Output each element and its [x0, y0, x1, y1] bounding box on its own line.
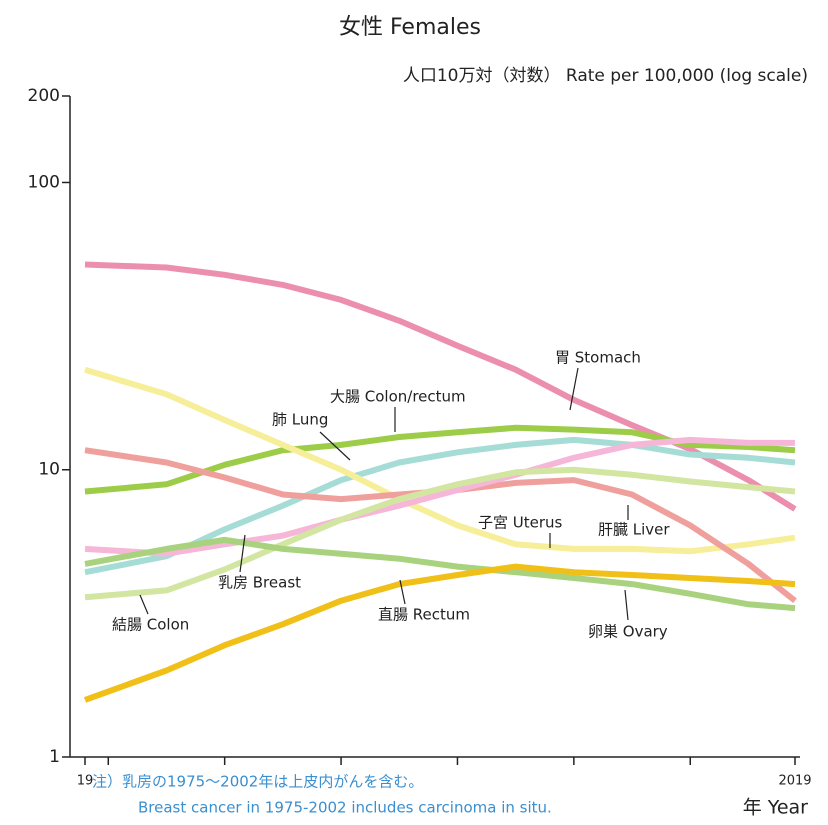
legend-label: 胃 Stomach — [555, 349, 641, 367]
x-tick-label: 2019 — [778, 774, 811, 789]
legend-label: 肺 Lung — [272, 411, 328, 429]
note: Breast cancer in 1975-2002 includes carc… — [138, 799, 552, 817]
series-line — [84, 436, 795, 557]
legend-label: 乳房 Breast — [218, 574, 301, 592]
series-line — [83, 563, 796, 703]
y-tick-label: 1 — [49, 747, 60, 767]
y-axis-label: 人口10万対（対数） Rate per 100,000 (log scale) — [403, 66, 808, 86]
leader-line — [239, 534, 246, 573]
legend-label: 直腸 Rectum — [378, 606, 470, 624]
chart-title: 女性 Females — [339, 15, 481, 40]
leader-line — [399, 579, 406, 605]
leader-line — [569, 367, 579, 411]
legend-label: 子宮 Uterus — [478, 514, 563, 532]
series-line — [84, 536, 796, 612]
series-line — [84, 466, 796, 601]
leader-line — [139, 594, 149, 615]
series-line — [84, 366, 796, 555]
x-tick-label: 19 — [77, 774, 94, 789]
note: 注）乳房の1975～2002年は上皮内がんを含む。 — [92, 773, 423, 791]
leader-line — [624, 589, 629, 621]
y-tick-label: 200 — [28, 86, 60, 106]
leader-line — [319, 431, 351, 461]
series-line — [84, 261, 797, 512]
legend-label: 結腸 Colon — [112, 616, 189, 634]
y-tick-label: 10 — [38, 460, 60, 480]
legend-label: 卵巣 Ovary — [588, 623, 668, 641]
series-line — [84, 424, 796, 495]
legend-label: 大腸 Colon/rectum — [330, 388, 466, 406]
legend-label: 肝臓 Liver — [598, 521, 670, 539]
y-tick-label: 100 — [28, 172, 60, 192]
series-line — [84, 436, 796, 576]
x-axis-label: 年 Year — [743, 797, 808, 819]
